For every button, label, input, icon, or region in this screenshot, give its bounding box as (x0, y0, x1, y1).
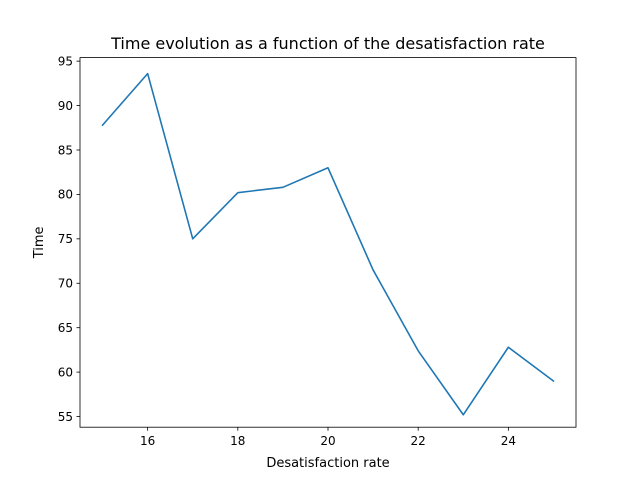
x-tick-label: 24 (501, 434, 516, 448)
x-tick-label: 20 (320, 434, 335, 448)
y-axis-ticks: 55 60 65 70 75 80 85 90 95 (58, 54, 80, 424)
y-tick-label: 90 (58, 99, 73, 113)
x-tick-label: 18 (230, 434, 245, 448)
x-tick-label: 16 (140, 434, 155, 448)
x-axis-ticks: 16 18 20 22 24 (140, 427, 516, 448)
y-tick-label: 70 (58, 277, 73, 291)
y-tick-label: 65 (58, 321, 73, 335)
chart-title: Time evolution as a function of the desa… (110, 34, 545, 53)
y-tick-label: 80 (58, 188, 73, 202)
x-axis-label: Desatisfaction rate (266, 456, 389, 471)
y-axis-label: Time (32, 226, 47, 259)
plot-area-frame (79, 57, 577, 428)
y-tick-label: 95 (58, 54, 73, 68)
x-tick-label: 22 (411, 434, 426, 448)
y-tick-label: 60 (58, 365, 73, 379)
series-line (101, 72, 555, 416)
y-tick-label: 75 (58, 232, 73, 246)
y-tick-label: 85 (58, 143, 73, 157)
y-tick-label: 55 (58, 410, 73, 424)
